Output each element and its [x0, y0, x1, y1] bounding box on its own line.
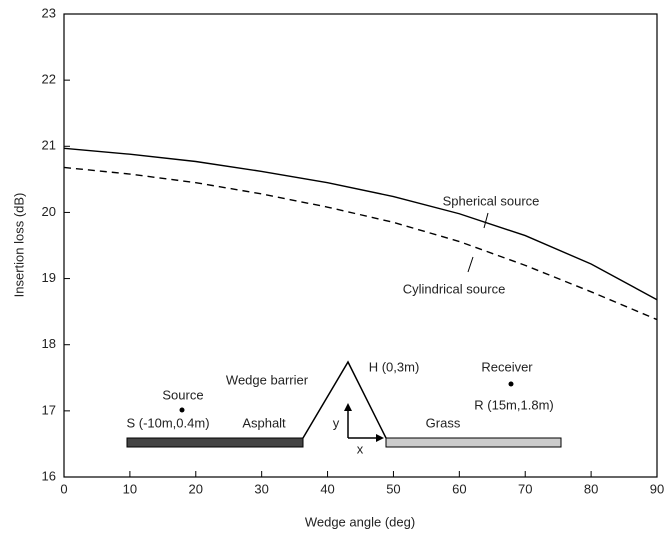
y-arrowhead	[344, 403, 352, 411]
y-tick-label: 17	[42, 402, 56, 417]
series-line	[63, 147, 658, 301]
diagram-label: R (15m,1.8m)	[474, 397, 553, 412]
x-tick-label: 80	[584, 481, 598, 496]
x-arrowhead	[376, 434, 384, 442]
pointer-line	[483, 212, 489, 229]
diagram-label: Wedge barrier	[226, 372, 309, 387]
series-label: Cylindrical source	[403, 281, 506, 296]
y-tick-label: 23	[42, 5, 56, 20]
y-tick-label: 19	[42, 270, 56, 285]
source-point	[179, 407, 185, 413]
series-label: Spherical source	[443, 193, 540, 208]
series-line	[63, 166, 658, 321]
x-tick-label: 0	[60, 481, 67, 496]
wedge-barrier	[302, 360, 387, 439]
diagram-label: x	[357, 441, 364, 456]
plot-frame	[63, 13, 658, 478]
asphalt-ground	[126, 437, 304, 448]
x-tick-label: 50	[386, 481, 400, 496]
diagram-label: y	[333, 415, 340, 430]
diagram-label: Receiver	[481, 359, 533, 374]
y-tick-label: 21	[42, 138, 56, 153]
x-tick-label: 60	[452, 481, 466, 496]
y-tick-label: 18	[42, 336, 56, 351]
y-tick-label: 20	[42, 204, 56, 219]
inset-diagram	[126, 212, 562, 448]
diagram-label: Source	[162, 387, 203, 402]
y-axis-label: Insertion loss (dB)	[11, 193, 26, 298]
diagram-label: H (0,3m)	[369, 359, 420, 374]
x-tick-label: 70	[518, 481, 532, 496]
diagram-label: Grass	[426, 415, 461, 430]
diagram-label: Asphalt	[242, 415, 286, 430]
grass-ground	[385, 437, 562, 448]
x-tick-label: 90	[650, 481, 664, 496]
pointer-line	[467, 256, 474, 273]
x-tick-label: 40	[320, 481, 334, 496]
x-tick-label: 20	[189, 481, 203, 496]
diagram-label: S (-10m,0.4m)	[126, 415, 209, 430]
receiver-point	[508, 381, 514, 387]
x-tick-label: 30	[254, 481, 268, 496]
y-tick-label: 22	[42, 72, 56, 87]
y-tick-label: 16	[42, 468, 56, 483]
x-tick-label: 10	[123, 481, 137, 496]
x-axis-label: Wedge angle (deg)	[305, 514, 415, 529]
